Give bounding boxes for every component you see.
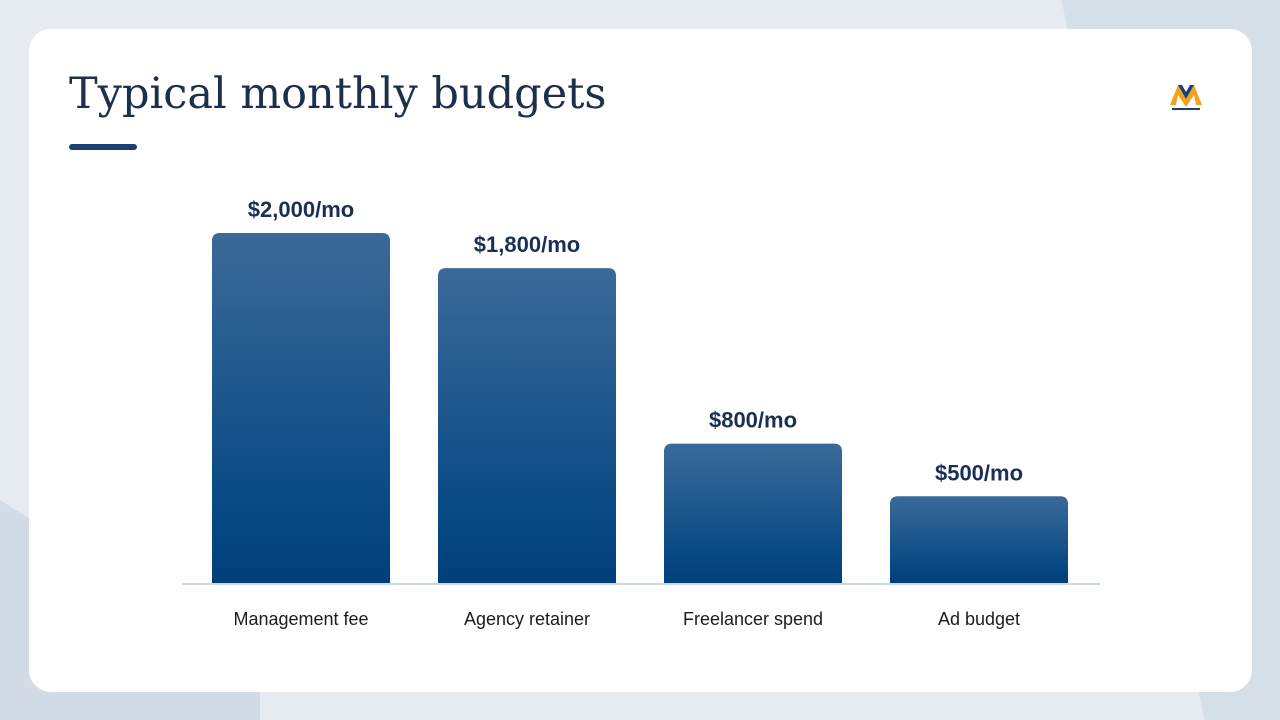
bar-agency-retainer	[438, 268, 616, 584]
slide-card: Typical monthly budgets $2,000/mo Managem…	[29, 29, 1252, 692]
category-label: Ad budget	[938, 609, 1020, 629]
bar-ad-budget	[890, 496, 1068, 584]
bar-freelancer-spend	[664, 443, 842, 584]
bar-value-label: $1,800/mo	[474, 232, 580, 257]
slide-title: Typical monthly budgets	[69, 69, 607, 119]
bar-chart: $2,000/mo Management fee $1,800/mo Agency r…	[182, 197, 1100, 629]
bars-group: $2,000/mo Management fee $1,800/mo Agency r…	[212, 197, 1068, 629]
category-label: Freelancer spend	[683, 609, 823, 629]
title-underline	[69, 144, 137, 150]
category-label: Agency retainer	[464, 609, 590, 629]
bar-value-label: $500/mo	[935, 460, 1023, 485]
bar-management-fee	[212, 233, 390, 584]
brand-logo-icon	[1170, 85, 1202, 110]
category-label: Management fee	[233, 609, 368, 629]
bar-value-label: $2,000/mo	[248, 197, 354, 222]
bar-value-label: $800/mo	[709, 408, 797, 433]
